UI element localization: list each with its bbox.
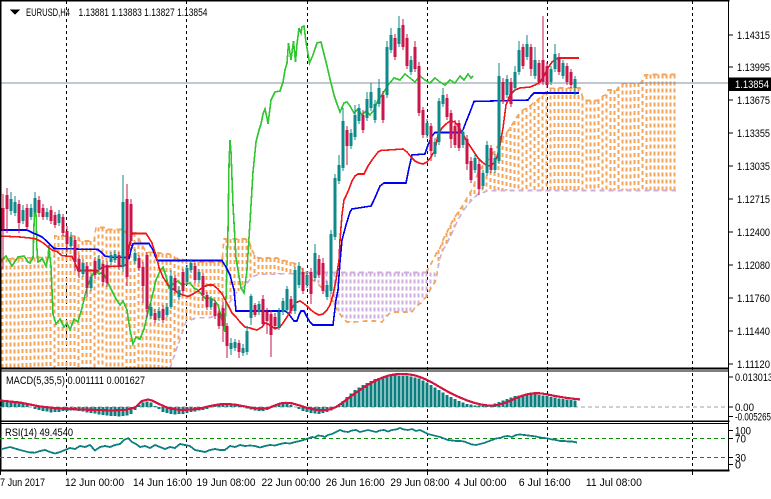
svg-text:0.013013: 0.013013 [735, 372, 771, 384]
svg-text:1.12080: 1.12080 [737, 260, 770, 272]
svg-text:1.11760: 1.11760 [737, 293, 770, 305]
svg-text:70: 70 [735, 434, 746, 446]
svg-text:-0.005265: -0.005265 [735, 412, 771, 424]
svg-text:1.12400: 1.12400 [737, 227, 770, 239]
svg-text:7 Jun 2017: 7 Jun 2017 [0, 477, 45, 489]
svg-text:1.13881 1.13883 1.13827 1.1385: 1.13881 1.13883 1.13827 1.13854 [79, 7, 208, 19]
svg-text:22 Jun 00:00: 22 Jun 00:00 [262, 477, 321, 489]
svg-text:EURUSD,H4: EURUSD,H4 [26, 7, 70, 19]
svg-text:1.14315: 1.14315 [737, 30, 770, 42]
svg-text:19 Jun 08:00: 19 Jun 08:00 [197, 477, 256, 489]
svg-text:14 Jun 16:00: 14 Jun 16:00 [133, 477, 192, 489]
svg-text:0: 0 [735, 460, 741, 472]
svg-text:1.13854: 1.13854 [735, 79, 769, 91]
svg-text:RSI(14) 49.4540: RSI(14) 49.4540 [5, 427, 73, 439]
svg-text:1.13355: 1.13355 [737, 128, 770, 140]
svg-text:6 Jul 16:00: 6 Jul 16:00 [519, 477, 571, 489]
svg-text:1.12715: 1.12715 [737, 194, 770, 206]
svg-text:29 Jun 08:00: 29 Jun 08:00 [390, 477, 449, 489]
svg-text:1.13675: 1.13675 [737, 95, 770, 107]
svg-text:26 Jun 16:00: 26 Jun 16:00 [326, 477, 385, 489]
svg-text:12 Jun 00:00: 12 Jun 00:00 [65, 477, 124, 489]
svg-text:4 Jul 00:00: 4 Jul 00:00 [455, 477, 507, 489]
svg-text:1.13035: 1.13035 [737, 161, 770, 173]
svg-text:1.11120: 1.11120 [737, 359, 770, 371]
svg-text:11 Jul 08:00: 11 Jul 08:00 [586, 477, 642, 489]
svg-text:1.13995: 1.13995 [737, 62, 770, 74]
svg-text:1.11440: 1.11440 [737, 326, 770, 338]
svg-text:MACD(5,35,5) 0.001111 0.001627: MACD(5,35,5) 0.001111 0.001627 [6, 375, 145, 387]
